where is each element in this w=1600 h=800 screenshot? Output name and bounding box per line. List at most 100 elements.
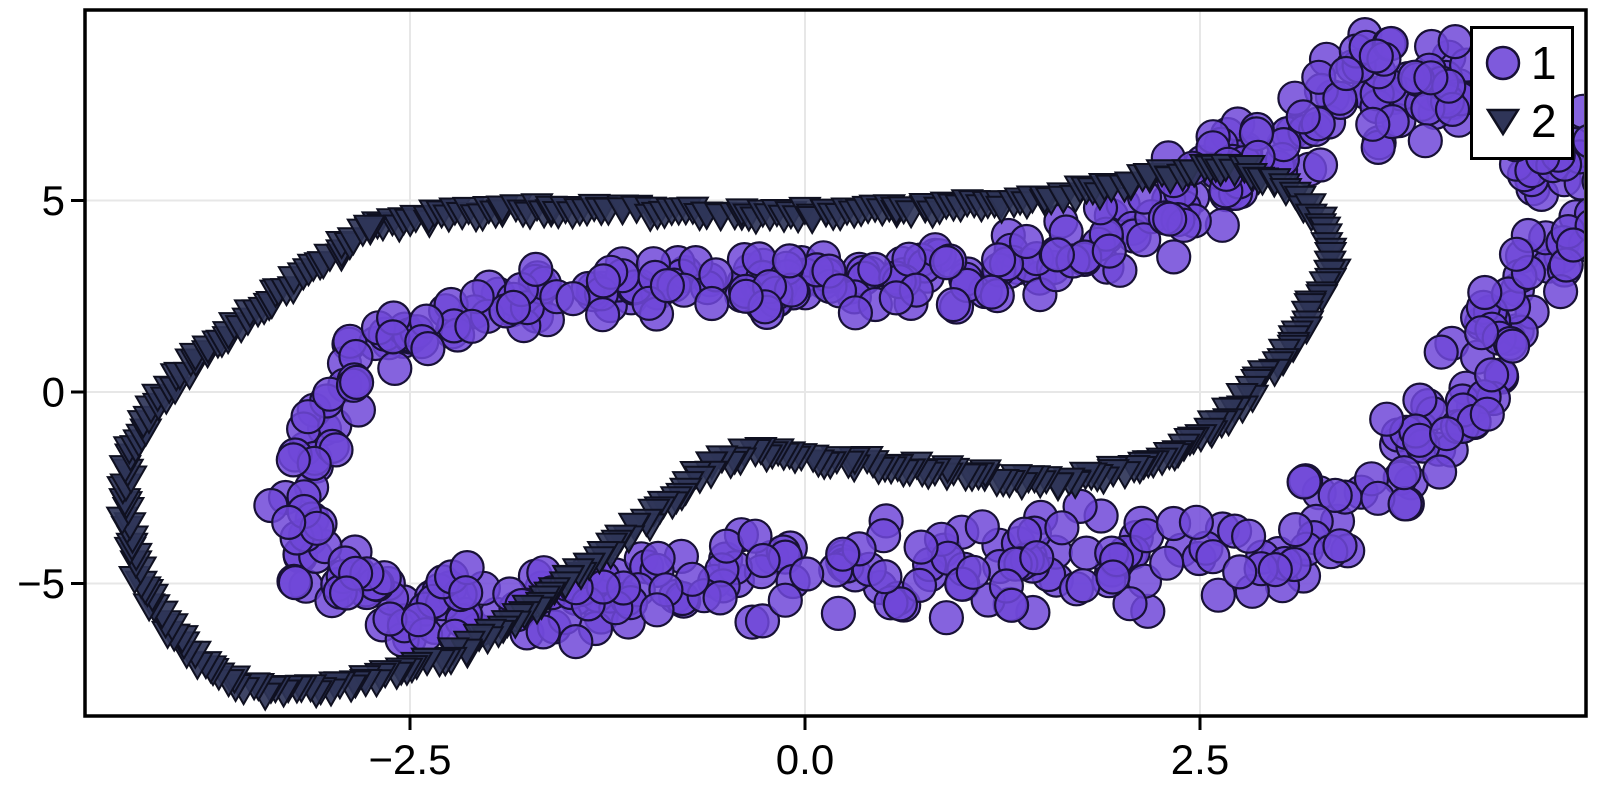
scatter-point-circle[interactable]: [271, 504, 307, 541]
scatter-point-circle[interactable]: [867, 559, 903, 595]
scatter-point-circle[interactable]: [891, 241, 927, 277]
scatter-point-circle[interactable]: [903, 529, 939, 565]
scatter-point-circle[interactable]: [649, 268, 686, 304]
scatter-point-circle[interactable]: [1091, 233, 1127, 269]
scatter-point-circle[interactable]: [525, 614, 561, 650]
scatter-point-circle[interactable]: [555, 281, 591, 317]
scatter-point-circle[interactable]: [1044, 510, 1080, 546]
scatter-point-circle[interactable]: [878, 280, 914, 316]
scatter-point-circle[interactable]: [1200, 577, 1236, 613]
scatter-point-circle[interactable]: [1494, 328, 1531, 364]
scatter-point-circle[interactable]: [928, 245, 965, 281]
scatter-point-circle[interactable]: [825, 536, 861, 572]
scatter-point-circle[interactable]: [1126, 222, 1162, 258]
scatter-point-circle[interactable]: [1286, 464, 1322, 500]
scatter-point-circle[interactable]: [459, 279, 495, 315]
scatter-point-circle[interactable]: [329, 575, 365, 611]
scatter-point-circle[interactable]: [1402, 382, 1438, 418]
scatter-point-circle[interactable]: [290, 399, 326, 435]
scatter-point-circle[interactable]: [1065, 568, 1101, 604]
scatter-point-circle[interactable]: [275, 442, 311, 478]
scatter-point-circle[interactable]: [1413, 60, 1449, 96]
series-1-circles[interactable]: [253, 16, 1600, 660]
scatter-point-circle[interactable]: [694, 285, 730, 322]
scatter-point-circle[interactable]: [980, 242, 1017, 278]
scatter-point-circle[interactable]: [1428, 416, 1465, 452]
scatter-point-circle[interactable]: [1156, 239, 1192, 275]
scatter-point-circle[interactable]: [1581, 165, 1600, 198]
scatter-point-circle[interactable]: [639, 592, 675, 628]
scatter-point-circle[interactable]: [964, 509, 1000, 545]
scatter-point-circle[interactable]: [973, 274, 1010, 310]
scatter-point-circle[interactable]: [789, 556, 825, 592]
scatter-point-circle[interactable]: [495, 289, 532, 325]
legend-entry-1[interactable]: 1: [1483, 35, 1571, 91]
scatter-point-circle[interactable]: [1423, 334, 1459, 370]
scatter-point-circle[interactable]: [857, 251, 893, 287]
scatter-point-circle[interactable]: [767, 582, 803, 618]
scatter-point-circle[interactable]: [1257, 551, 1293, 588]
scatter-point-circle[interactable]: [1095, 559, 1131, 595]
scatter-point-circle[interactable]: [1469, 396, 1505, 432]
scatter-point-circle[interactable]: [448, 575, 484, 611]
scatter-point-circle[interactable]: [745, 542, 781, 579]
scatter-point-circle[interactable]: [339, 364, 375, 400]
scatter-point-circle[interactable]: [640, 540, 676, 577]
scatter-point-circle[interactable]: [955, 554, 991, 590]
scatter-point-circle[interactable]: [1195, 539, 1231, 575]
scatter-point-circle[interactable]: [935, 287, 972, 323]
scatter-point-circle[interactable]: [1555, 227, 1590, 263]
scatter-point-circle[interactable]: [993, 587, 1030, 623]
scatter-point-circle[interactable]: [1387, 486, 1423, 522]
scatter-point-circle[interactable]: [837, 295, 874, 331]
scatter-point-circle[interactable]: [928, 600, 965, 636]
scatter-point-circle[interactable]: [1473, 357, 1510, 393]
scatter-point-circle[interactable]: [410, 331, 446, 367]
scatter-point-circle[interactable]: [1008, 223, 1045, 260]
scatter-point-circle[interactable]: [1019, 540, 1055, 576]
scatter-point-circle[interactable]: [585, 263, 622, 299]
scatter-point-circle[interactable]: [1498, 236, 1535, 272]
scatter-point-circle[interactable]: [702, 580, 738, 616]
scatter-point-circle[interactable]: [400, 602, 437, 638]
scatter-point-circle[interactable]: [1112, 586, 1148, 622]
scatter-point-circle[interactable]: [1222, 554, 1258, 590]
scatter-point-circle[interactable]: [1317, 477, 1353, 513]
scatter-point-circle[interactable]: [1285, 99, 1321, 135]
scatter-point-circle[interactable]: [820, 595, 857, 632]
scatter-point-circle[interactable]: [744, 603, 781, 639]
scatter-point-circle[interactable]: [882, 586, 919, 622]
scatter-point-circle[interactable]: [377, 350, 413, 386]
scatter-point-circle[interactable]: [1355, 106, 1391, 142]
legend[interactable]: 1 2: [1470, 26, 1574, 160]
scatter-point-circle[interactable]: [1407, 123, 1443, 159]
scatter-point-circle[interactable]: [1358, 38, 1394, 74]
scatter-point-circle[interactable]: [454, 308, 490, 344]
scatter-point-circle[interactable]: [518, 251, 554, 287]
scatter-point-circle[interactable]: [1230, 518, 1267, 554]
series-2-triangles[interactable]: [105, 153, 1352, 712]
scatter-point-triangle[interactable]: [352, 214, 387, 244]
scatter-point-circle[interactable]: [1039, 237, 1076, 273]
scatter-point-circle[interactable]: [1437, 23, 1473, 60]
scatter-point-circle[interactable]: [375, 319, 411, 355]
scatter-point-circle[interactable]: [1322, 528, 1358, 564]
scatter-point-circle[interactable]: [1467, 274, 1503, 311]
scatter-point-circle[interactable]: [1386, 455, 1422, 491]
scatter-point-circle[interactable]: [1421, 454, 1458, 490]
scatter-point-circle[interactable]: [1594, 154, 1600, 187]
scatter-point-circle[interactable]: [1463, 315, 1500, 351]
scatter-point-circle[interactable]: [277, 565, 313, 601]
scatter-point-circle[interactable]: [1277, 511, 1314, 548]
scatter-point-circle[interactable]: [728, 278, 764, 314]
scatter-point-circle[interactable]: [771, 243, 808, 279]
scatter-point-circle[interactable]: [1369, 401, 1405, 437]
scatter-point-circle[interactable]: [1178, 504, 1215, 540]
scatter-point-circle[interactable]: [1302, 147, 1339, 183]
legend-entry-2[interactable]: 2: [1483, 93, 1571, 149]
scatter-point-circle[interactable]: [1328, 55, 1364, 92]
scatter-point-circle[interactable]: [584, 297, 621, 333]
scatter-point-circle[interactable]: [1152, 201, 1188, 237]
scatter-point-circle[interactable]: [1149, 545, 1185, 581]
scatter-point-circle[interactable]: [558, 623, 594, 660]
